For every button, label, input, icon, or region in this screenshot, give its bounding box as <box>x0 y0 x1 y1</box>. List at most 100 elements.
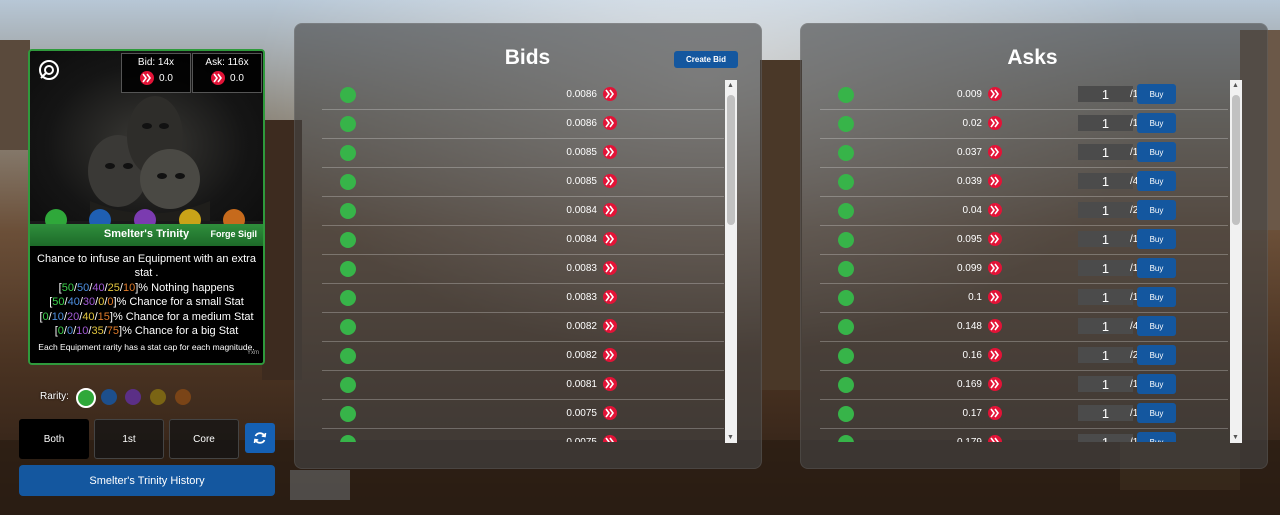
card-artwork: Bid: 14x 0.0 Ask: 116x 0.0 <box>30 51 263 221</box>
rarity-label: Rarity: <box>40 391 69 402</box>
buy-button[interactable]: Buy <box>1137 374 1176 394</box>
bid-row[interactable]: 0.0083 <box>322 283 724 313</box>
stat-text: % Chance for a small Stat <box>116 296 244 309</box>
hive-icon <box>987 348 1003 362</box>
buy-button[interactable]: Buy <box>1137 84 1176 104</box>
rarity-filter-epic[interactable] <box>125 389 141 405</box>
filter-first-button[interactable]: 1st <box>94 419 164 459</box>
quantity-input[interactable] <box>1078 347 1133 363</box>
refresh-button[interactable] <box>245 423 275 453</box>
card-ask-value: 0.0 <box>230 72 244 84</box>
bid-price: 0.0082 <box>566 350 597 361</box>
bid-row[interactable]: 0.0086 <box>322 80 724 110</box>
online-status-icon <box>340 319 356 335</box>
asks-scrollbar[interactable]: ▲ ▼ <box>1230 80 1242 443</box>
quantity-input[interactable] <box>1078 434 1133 442</box>
bid-row[interactable]: 0.0083 <box>322 254 724 284</box>
buy-button[interactable]: Buy <box>1137 229 1176 249</box>
stat-value: 0 <box>57 325 64 338</box>
online-status-icon <box>838 290 854 306</box>
stat-value: 10 <box>76 325 89 338</box>
card-ask-label: Ask: 116x <box>205 57 249 68</box>
history-button[interactable]: Smelter's Trinity History <box>19 465 275 496</box>
hive-icon <box>987 116 1003 130</box>
stat-value: 40 <box>82 310 95 323</box>
ask-price: 0.04 <box>962 205 982 216</box>
hive-icon <box>987 290 1003 304</box>
scroll-thumb[interactable] <box>1232 95 1240 225</box>
max-quantity: /1 <box>1130 118 1139 129</box>
scroll-up-icon[interactable]: ▲ <box>1232 82 1239 89</box>
max-quantity: /2 <box>1130 350 1139 361</box>
buy-button[interactable]: Buy <box>1137 432 1176 442</box>
quantity-input[interactable] <box>1078 376 1133 392</box>
ask-price: 0.009 <box>956 89 982 100</box>
card-bid-label: Bid: 14x <box>137 57 175 68</box>
filter-both-button[interactable]: Both <box>19 419 89 459</box>
quantity-input[interactable] <box>1078 405 1133 421</box>
hive-icon <box>602 290 618 304</box>
bid-row[interactable]: 0.0082 <box>322 312 724 342</box>
buy-button[interactable]: Buy <box>1137 345 1176 365</box>
buy-button[interactable]: Buy <box>1137 258 1176 278</box>
hive-icon <box>602 319 618 333</box>
card-desc-line: Chance to infuse an Equipment with an ex… <box>37 253 256 280</box>
online-status-icon <box>838 261 854 277</box>
bid-row[interactable]: 0.0085 <box>322 138 724 168</box>
quantity-input[interactable] <box>1078 173 1133 189</box>
bid-row[interactable]: 0.0081 <box>322 370 724 400</box>
buy-button[interactable]: Buy <box>1137 142 1176 162</box>
bid-row[interactable]: 0.0075 <box>322 428 724 442</box>
buy-button[interactable]: Buy <box>1137 403 1176 423</box>
buy-button[interactable]: Buy <box>1137 200 1176 220</box>
max-quantity: /1 <box>1130 89 1139 100</box>
quantity-input[interactable] <box>1078 260 1133 276</box>
rarity-filter-common[interactable] <box>76 388 96 408</box>
buy-button[interactable]: Buy <box>1137 316 1176 336</box>
hive-icon <box>211 71 226 85</box>
online-status-icon <box>340 435 356 442</box>
hive-icon <box>987 87 1003 101</box>
quantity-input[interactable] <box>1078 202 1133 218</box>
quantity-input[interactable] <box>1078 231 1133 247</box>
bid-row[interactable]: 0.0086 <box>322 109 724 139</box>
scroll-up-icon[interactable]: ▲ <box>727 82 734 89</box>
bid-row[interactable]: 0.0075 <box>322 399 724 429</box>
buy-button[interactable]: Buy <box>1137 287 1176 307</box>
filter-core-button[interactable]: Core <box>169 419 239 459</box>
quantity-input[interactable] <box>1078 86 1133 102</box>
quantity-input[interactable] <box>1078 318 1133 334</box>
create-bid-button[interactable]: Create Bid <box>674 51 738 68</box>
bid-price: 0.0084 <box>566 234 597 245</box>
bid-row[interactable]: 0.0082 <box>322 341 724 371</box>
hive-icon <box>602 406 618 420</box>
rarity-filter-rare[interactable] <box>101 389 117 405</box>
bids-scrollbar[interactable]: ▲ ▼ <box>725 80 737 443</box>
quantity-input[interactable] <box>1078 289 1133 305</box>
scroll-thumb[interactable] <box>727 95 735 225</box>
card-bid-value: 0.0 <box>159 72 173 84</box>
scroll-down-icon[interactable]: ▼ <box>1232 434 1239 441</box>
quantity-input[interactable] <box>1078 144 1133 160</box>
stat-value: 75 <box>106 325 120 338</box>
quantity-input[interactable] <box>1078 115 1133 131</box>
bid-row[interactable]: 0.0084 <box>322 196 724 226</box>
rarity-filter-legendary[interactable] <box>150 389 166 405</box>
hive-icon <box>987 174 1003 188</box>
rarity-filter-mythic[interactable] <box>175 389 191 405</box>
bid-row[interactable]: 0.0084 <box>322 225 724 255</box>
stat-value: 35 <box>91 325 104 338</box>
hive-icon <box>602 348 618 362</box>
buy-button[interactable]: Buy <box>1137 171 1176 191</box>
bid-row[interactable]: 0.0085 <box>322 167 724 197</box>
card-title-bar: Smelter's Trinity Forge Sigil <box>30 224 263 247</box>
ask-price: 0.02 <box>962 118 982 129</box>
stat-value: 10 <box>51 310 64 323</box>
scroll-down-icon[interactable]: ▼ <box>727 434 734 441</box>
bid-price: 0.0085 <box>566 147 597 158</box>
card-bid-box: Bid: 14x 0.0 <box>121 53 191 93</box>
online-status-icon <box>340 116 356 132</box>
buy-button[interactable]: Buy <box>1137 113 1176 133</box>
